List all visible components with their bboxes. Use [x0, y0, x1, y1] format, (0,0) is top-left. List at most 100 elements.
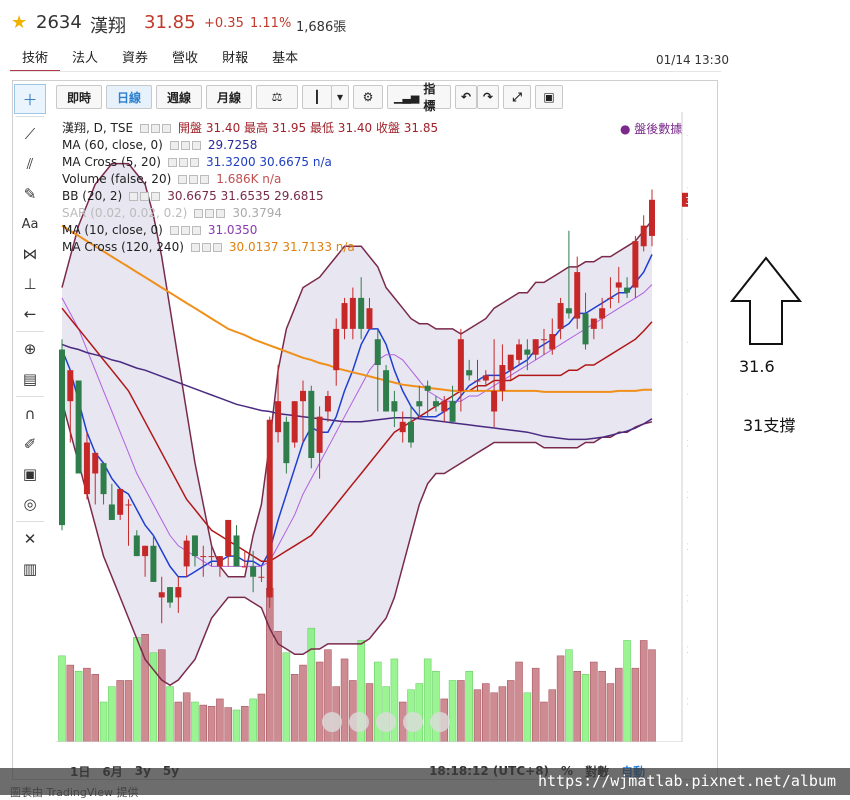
tab-basic[interactable]: 基本 [272, 51, 299, 66]
magnet-icon[interactable]: ∩ [24, 405, 36, 423]
legend-row[interactable]: SAR (0.02, 0.02, 0.2) 30.3794 [62, 205, 438, 222]
stay-drawing-icon[interactable]: ✐ [23, 435, 37, 453]
volume-bar [357, 640, 365, 742]
indicators-button[interactable]: ▁▃▅ 指標 [387, 82, 451, 113]
daily-button[interactable]: 日線 [106, 85, 152, 109]
candle-body [499, 365, 506, 391]
legend-close-icon[interactable] [212, 243, 222, 252]
legend-settings-icon[interactable] [178, 158, 188, 167]
legend-close-icon[interactable] [191, 226, 201, 235]
legend-settings-icon[interactable] [180, 226, 190, 235]
legend-eye-icon[interactable] [194, 209, 204, 218]
tab-margin[interactable]: 資券 [122, 51, 149, 66]
volume-bar [648, 649, 656, 742]
after-hours-link[interactable]: ● 盤後數據 [620, 120, 682, 137]
lock-icon[interactable]: ▣ [22, 465, 38, 483]
legend-eye-icon[interactable] [129, 192, 139, 201]
candle-body [582, 313, 589, 345]
volume-bar [307, 627, 316, 742]
legend-settings-icon[interactable] [180, 141, 190, 150]
candle-body [233, 535, 240, 567]
legend-row[interactable]: MA (10, close, 0) 31.0350 [62, 222, 438, 239]
trend-line-icon[interactable]: ⟋ [24, 125, 36, 143]
volume-bar [482, 683, 490, 742]
chevron-down-icon[interactable]: ▾ [331, 85, 349, 109]
volume-bar [639, 640, 648, 742]
arrow-left-icon[interactable]: ← [23, 305, 37, 323]
candle-body [183, 540, 190, 567]
weekly-button[interactable]: 週線 [156, 85, 202, 109]
legend-row[interactable]: 漢翔, D, TSE 開盤 31.40 最高 31.95 最低 31.40 收盤 … [62, 120, 438, 137]
compare-icon[interactable]: ⚖ [256, 85, 298, 109]
candle-body [466, 370, 473, 376]
crosshair-icon[interactable]: ＋ [14, 84, 46, 114]
legend-close-icon[interactable] [189, 158, 199, 167]
legend-eye-icon[interactable] [178, 175, 188, 184]
legend-row[interactable]: Volume (false, 20) 1.686K n/a [62, 171, 438, 188]
legend-settings-icon[interactable] [189, 175, 199, 184]
legend-eye-icon[interactable] [140, 124, 150, 133]
legend-eye-icon[interactable] [169, 226, 179, 235]
legend-settings-icon[interactable] [201, 243, 211, 252]
candle-style-icon[interactable]: ┃ [302, 85, 332, 109]
candle-body [624, 287, 631, 293]
candle-body [507, 354, 514, 371]
candle-body [383, 370, 390, 412]
legend-eye-icon[interactable] [167, 158, 177, 167]
tools-icon[interactable]: ✕ [23, 530, 37, 548]
text-tool-icon[interactable]: Aa [21, 216, 39, 232]
legend-close-icon[interactable] [151, 192, 161, 201]
legend-row[interactable]: MA Cross (120, 240) 30.0137 31.7133 n/a [62, 239, 438, 256]
legend-row[interactable]: MA (60, close, 0) 29.7258 [62, 137, 438, 154]
candle-body [416, 401, 423, 407]
volume-bar [457, 680, 465, 742]
volume-bar [606, 683, 615, 742]
legend-close-icon[interactable] [191, 141, 201, 150]
tab-institutional[interactable]: 法人 [72, 51, 99, 66]
candle-body [291, 401, 298, 443]
price-tick-label: 27.00 [687, 697, 688, 708]
tab-revenue[interactable]: 營收 [172, 51, 199, 66]
camera-icon[interactable]: ▣ [535, 85, 563, 109]
volume-bar [581, 674, 590, 742]
legend-eye-icon[interactable] [169, 141, 179, 150]
settings-gear-icon[interactable]: ⚙ [353, 85, 383, 109]
zoom-icon[interactable]: ⊕ [23, 340, 37, 358]
price-tick-label: 28.50 [687, 542, 688, 553]
measure-tool-icon[interactable]: ⊥ [23, 275, 37, 293]
undo-icon[interactable]: ↶ [455, 85, 477, 109]
price-change: +0.35 [204, 16, 244, 31]
chart-nav-button [322, 712, 342, 732]
fullscreen-icon[interactable]: ⤢ [503, 85, 531, 109]
trash-icon[interactable]: ▥ [22, 560, 38, 578]
toolbar-divider [16, 331, 44, 332]
legend-close-icon[interactable] [216, 209, 226, 218]
legend-settings-icon[interactable] [140, 192, 150, 201]
tab-financials[interactable]: 財報 [222, 51, 249, 66]
realtime-button[interactable]: 即時 [56, 85, 102, 109]
monthly-button[interactable]: 月線 [206, 85, 252, 109]
fib-tool-icon[interactable]: ⫽ [26, 155, 34, 173]
legend-settings-icon[interactable] [205, 209, 215, 218]
legend-row[interactable]: MA Cross (5, 20) 31.3200 30.6675 n/a [62, 154, 438, 171]
favorite-star-icon[interactable]: ★ [11, 12, 28, 33]
legend-close-icon[interactable] [162, 124, 172, 133]
pattern-tool-icon[interactable]: ⋈ [22, 245, 38, 263]
tabs-divider [10, 71, 721, 72]
ruler-icon[interactable]: ▤ [22, 370, 38, 388]
indicator-line [61, 307, 653, 563]
legend-eye-icon[interactable] [190, 243, 200, 252]
price-chart[interactable]: 32.50 32.00 31.50 31.00 30.50 30.00 29.50 29.00… [56, 112, 688, 742]
legend-values: 31.3200 30.6675 n/a [205, 155, 332, 169]
tab-technical[interactable]: 技術 [10, 50, 61, 72]
brush-icon[interactable]: ✎ [23, 185, 37, 203]
redo-icon[interactable]: ↷ [477, 85, 499, 109]
legend-settings-icon[interactable] [151, 124, 161, 133]
legend-title: BB (20, 2) [62, 189, 123, 203]
hide-drawings-icon[interactable]: ◎ [23, 495, 37, 513]
volume-bar [531, 667, 540, 742]
volume-bar [99, 701, 108, 742]
candle-body [200, 556, 207, 558]
legend-close-icon[interactable] [200, 175, 210, 184]
legend-row[interactable]: BB (20, 2) 30.6675 31.6535 29.6815 [62, 188, 438, 205]
